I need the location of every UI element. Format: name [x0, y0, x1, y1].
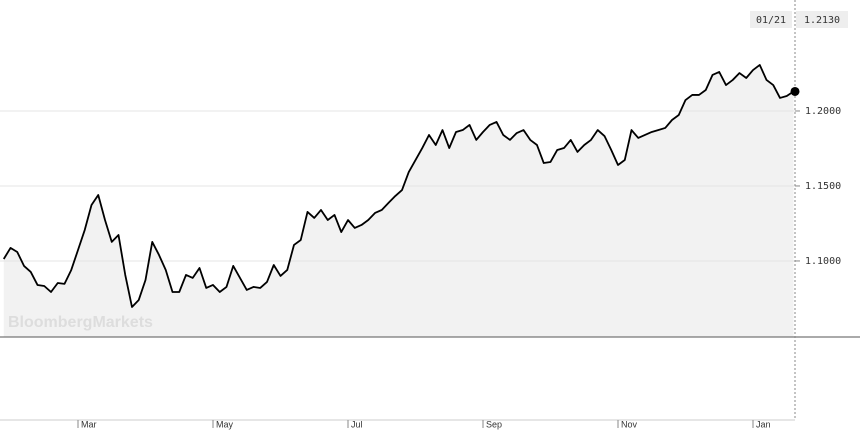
y-tick-label: 1.2000 [805, 106, 841, 117]
y-tick-label: 1.1500 [805, 181, 841, 192]
last-point-dot [790, 86, 800, 96]
last-date: 01/21 [756, 15, 786, 26]
watermark: BloombergMarkets [8, 314, 153, 331]
x-tick-label: Jul [351, 419, 363, 429]
line [2, 64, 794, 308]
area [3, 64, 794, 337]
x-tick-label: Sep [486, 419, 502, 429]
x-tick-label: Jan [756, 419, 771, 429]
last-value: 1.2130 [804, 15, 840, 26]
date-tag [750, 11, 792, 28]
y-tick-label: 1.1000 [805, 256, 841, 267]
x-tick-label: May [216, 419, 234, 429]
x-tick-label: Nov [621, 419, 638, 429]
x-tick-label: Mar [81, 419, 97, 429]
value-tag [796, 11, 848, 28]
